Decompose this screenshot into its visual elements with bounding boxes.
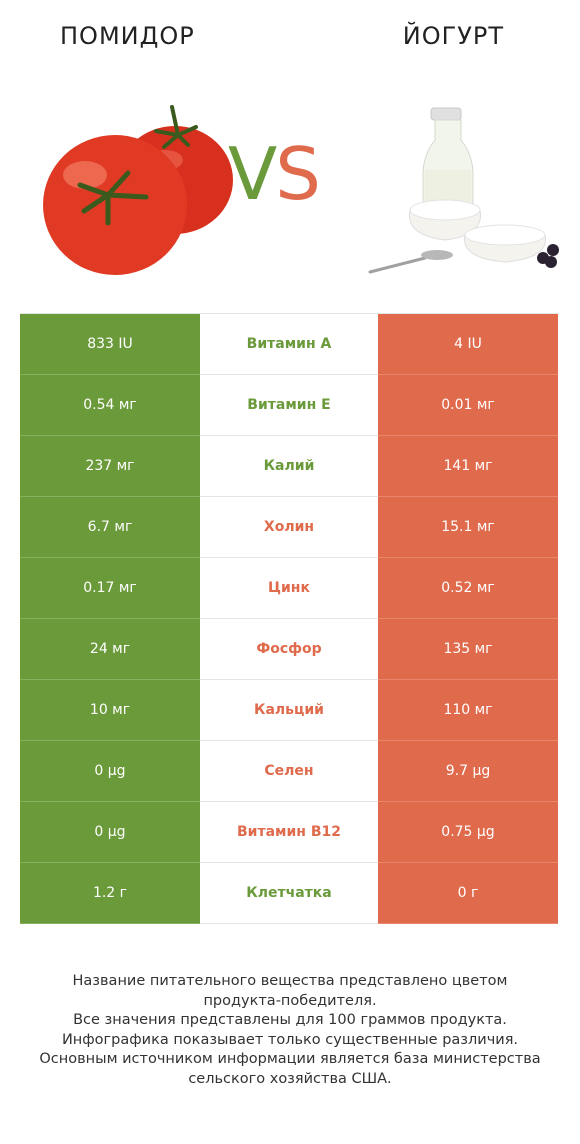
- right-value: 0.75 µg: [378, 802, 558, 863]
- right-value: 15.1 мг: [378, 497, 558, 558]
- left-value: 833 IU: [20, 314, 200, 375]
- right-value: 0 г: [378, 863, 558, 924]
- tomato-image: [43, 105, 233, 275]
- left-food-title: ПОМИДОР: [60, 22, 195, 50]
- vs-s-letter: S: [275, 132, 321, 216]
- right-value: 4 IU: [378, 314, 558, 375]
- left-value: 10 мг: [20, 680, 200, 741]
- left-value: 0.54 мг: [20, 375, 200, 436]
- footer-line: Название питательного вещества представл…: [72, 973, 508, 989]
- nutrient-label: Витамин A: [200, 314, 378, 374]
- left-value: 24 мг: [20, 619, 200, 680]
- right-food-title: ЙОГУРТ: [402, 22, 504, 50]
- nutrient-label: Фосфор: [200, 619, 378, 679]
- nutrient-label: Калий: [200, 436, 378, 496]
- footer-line: продукта-победителя.: [203, 992, 377, 1009]
- nutrient-label: Витамин B12: [200, 802, 378, 862]
- left-value: 237 мг: [20, 436, 200, 497]
- nutrient-label: Клетчатка: [200, 863, 378, 923]
- right-value: 141 мг: [378, 436, 558, 497]
- left-value: 0 µg: [20, 802, 200, 863]
- footer-note: Название питательного вещества представл…: [20, 972, 560, 1089]
- nutrient-label: Витамин E: [200, 375, 378, 435]
- left-value: 0 µg: [20, 741, 200, 802]
- left-value: 1.2 г: [20, 863, 200, 924]
- footer-line: Инфографика показывает только существенн…: [61, 1031, 519, 1048]
- right-value: 9.7 µg: [378, 741, 558, 802]
- right-value: 110 мг: [378, 680, 558, 741]
- nutrient-label: Селен: [200, 741, 378, 801]
- left-value: 6.7 мг: [20, 497, 200, 558]
- nutrient-label: Холин: [200, 497, 378, 557]
- nutrient-label: Цинк: [200, 558, 378, 618]
- vs-label: VS: [228, 138, 321, 210]
- table-row: 237 мг Калий 141 мг: [20, 436, 558, 497]
- footer-line: сельского хозяйства США.: [188, 1070, 392, 1087]
- yogurt-image: [368, 107, 559, 274]
- table-row: 6.7 мг Холин 15.1 мг: [20, 497, 558, 558]
- table-row: 10 мг Кальций 110 мг: [20, 680, 558, 741]
- footer-line: Все значения представлены для 100 граммо…: [73, 1012, 507, 1028]
- footer-line: Основным источником информации является …: [39, 1051, 541, 1067]
- right-value: 135 мг: [378, 619, 558, 680]
- right-value: 0.01 мг: [378, 375, 558, 436]
- left-value: 0.17 мг: [20, 558, 200, 619]
- table-row: 24 мг Фосфор 135 мг: [20, 619, 558, 680]
- right-value: 0.52 мг: [378, 558, 558, 619]
- table-row: 0 µg Селен 9.7 µg: [20, 741, 558, 802]
- table-row: 0 µg Витамин B12 0.75 µg: [20, 802, 558, 863]
- table-row: 0.17 мг Цинк 0.52 мг: [20, 558, 558, 619]
- table-row: 1.2 г Клетчатка 0 г: [20, 863, 558, 924]
- nutrient-label: Кальций: [200, 680, 378, 740]
- table-row: 0.54 мг Витамин E 0.01 мг: [20, 375, 558, 436]
- vs-v-letter: V: [228, 132, 277, 216]
